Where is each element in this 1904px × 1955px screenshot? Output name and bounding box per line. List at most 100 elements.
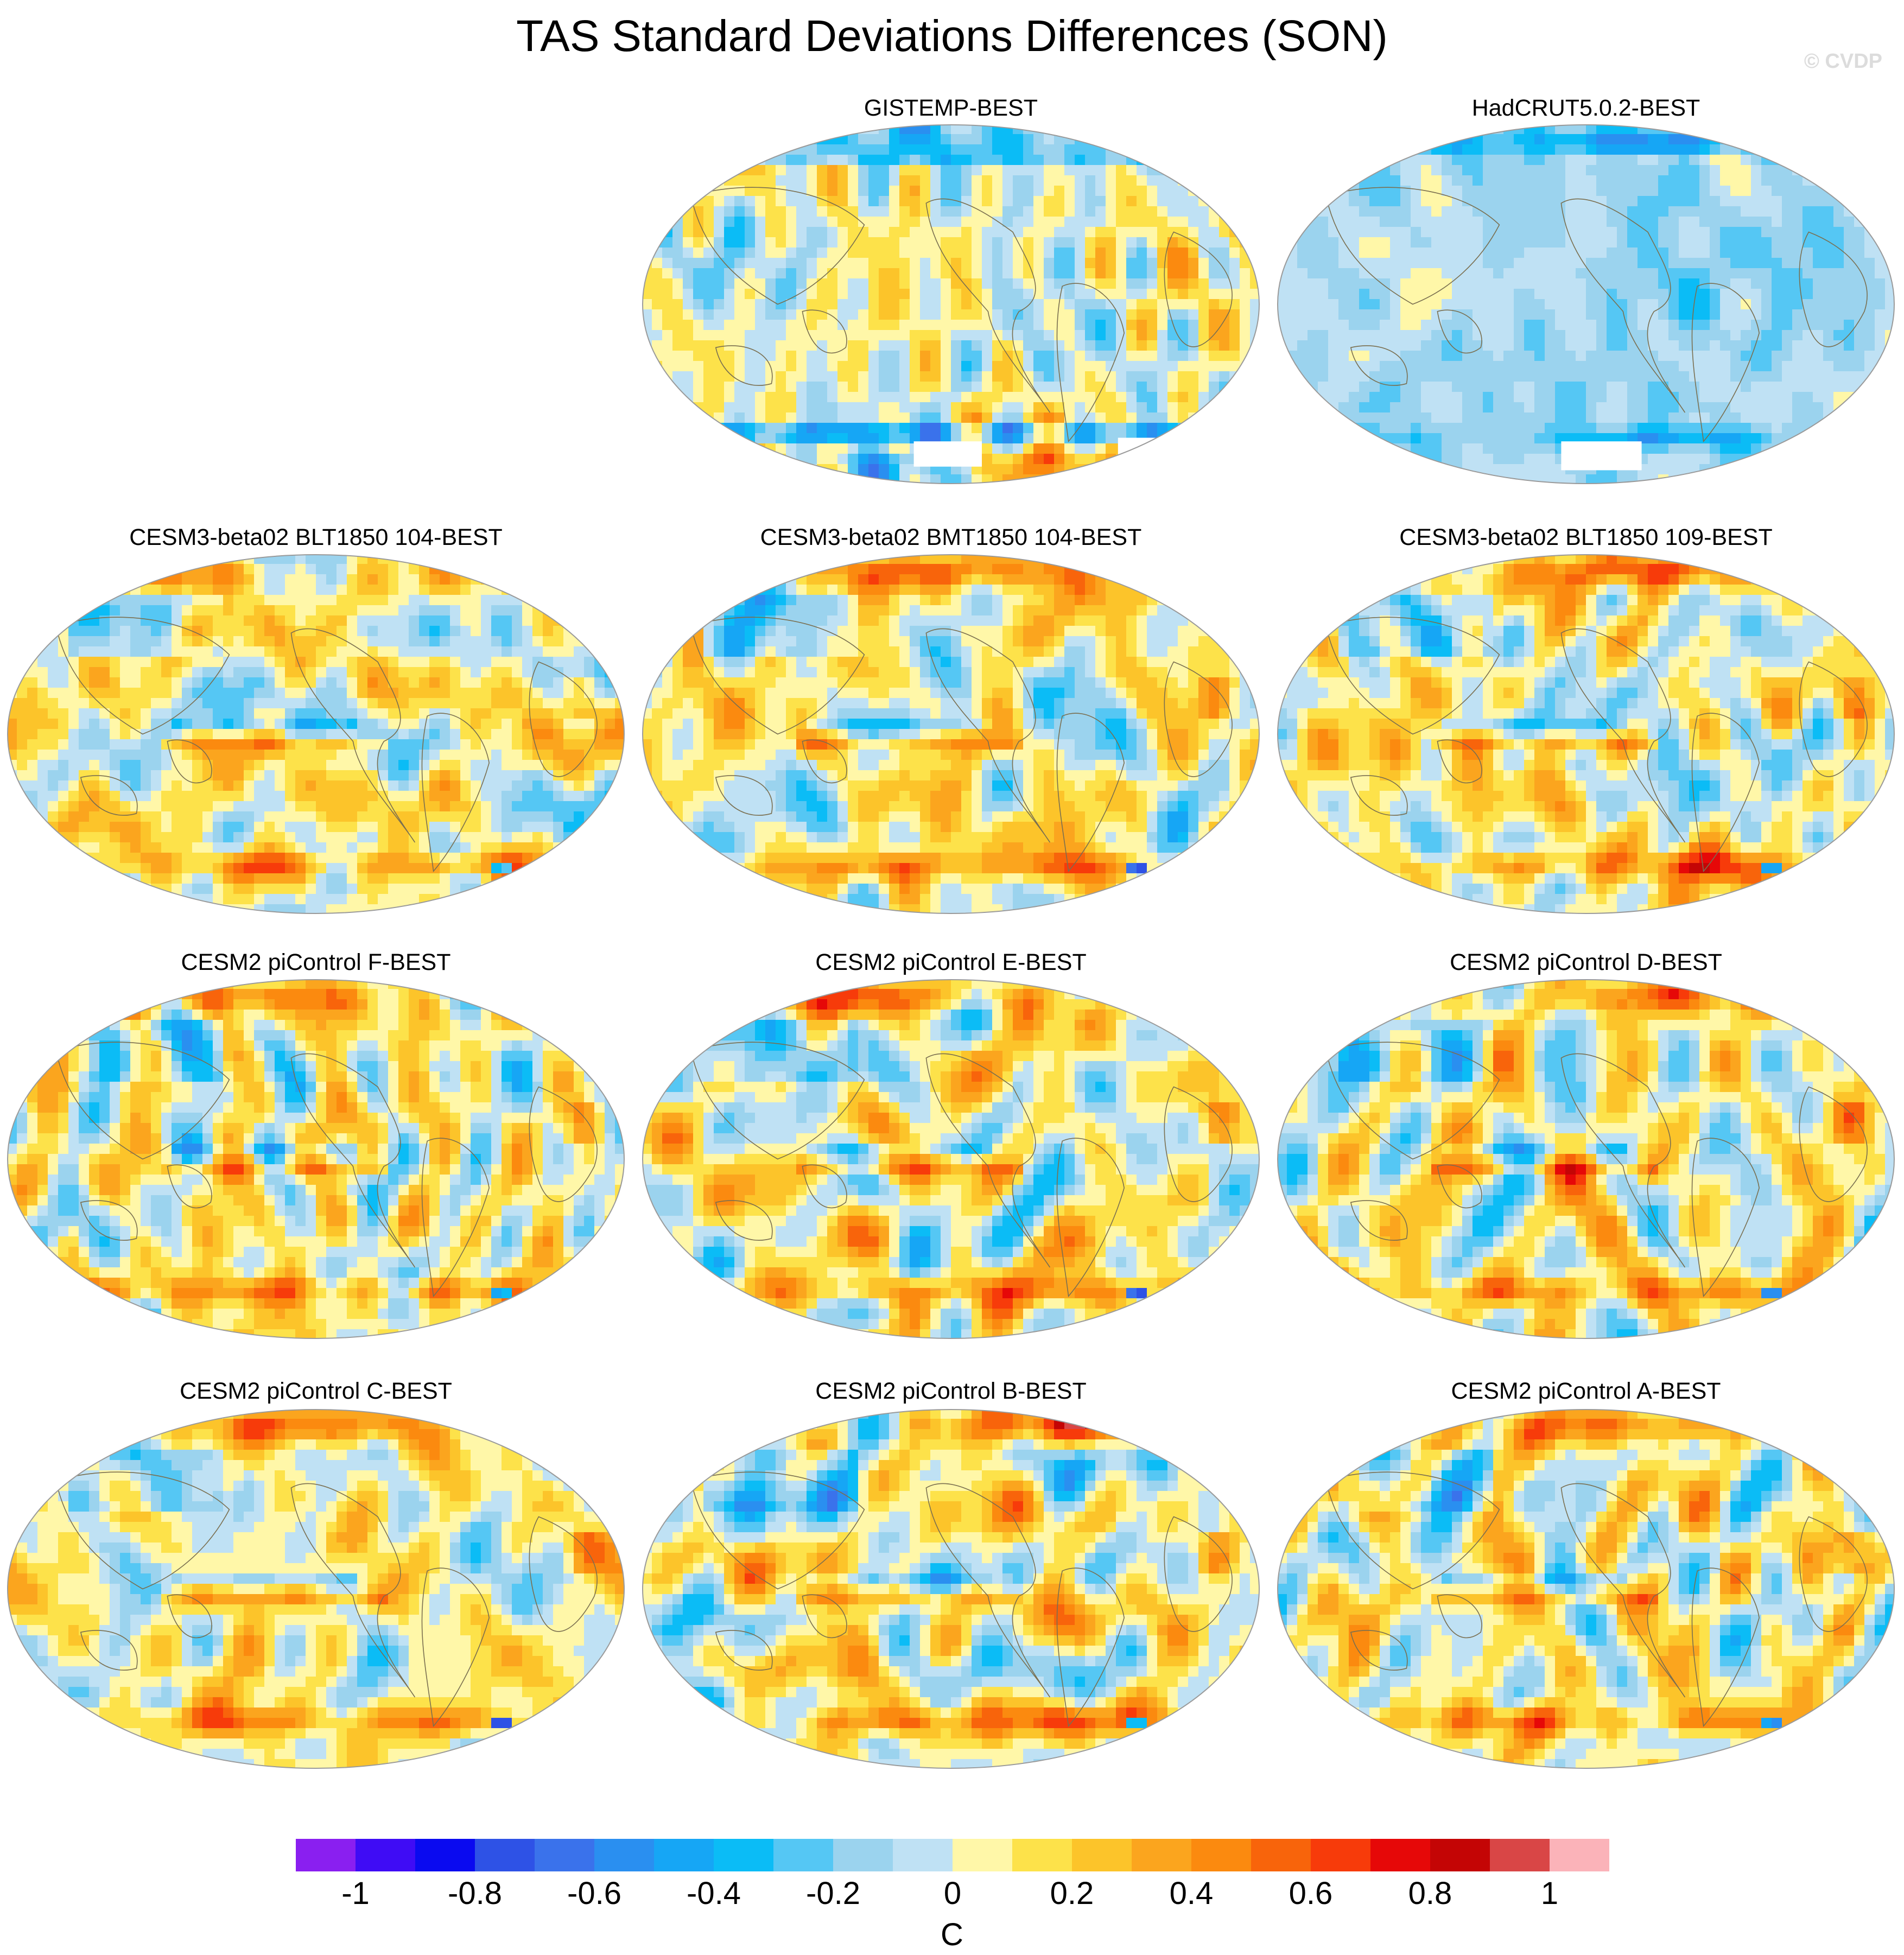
coastline <box>1325 187 1500 305</box>
coastline <box>1325 617 1500 735</box>
coastline <box>1164 661 1233 777</box>
coastline <box>1691 1138 1760 1298</box>
coastline <box>55 1471 230 1590</box>
colorbar-swatch <box>1311 1839 1370 1871</box>
map-panel-9 <box>642 1409 1260 1769</box>
missing-data-region <box>1118 437 1180 456</box>
coastline <box>1056 1138 1125 1298</box>
panel-title: CESM2 piControl D-BEST <box>1277 949 1895 976</box>
map-outline <box>642 554 1260 914</box>
colorbar-tick-label: -0.2 <box>779 1875 887 1913</box>
coastline <box>290 628 416 843</box>
map-field <box>643 125 1259 484</box>
coastline <box>1560 628 1686 843</box>
map-panel-3 <box>642 554 1260 914</box>
colorbar-tick-label: 0.8 <box>1376 1875 1484 1913</box>
colorbar-swatch <box>535 1839 594 1871</box>
coastline <box>925 1053 1051 1268</box>
panel-title: CESM3-beta02 BLT1850 104-BEST <box>7 524 625 551</box>
map-panel-6 <box>642 979 1260 1339</box>
map-panel-2 <box>7 554 625 914</box>
coastline <box>690 1042 865 1160</box>
colorbar-tick-label: -0.4 <box>659 1875 768 1913</box>
coastline <box>802 739 847 784</box>
colorbar-swatch <box>833 1839 893 1871</box>
coastline <box>715 1200 773 1241</box>
missing-data-region <box>1561 441 1642 471</box>
map-outline <box>1277 979 1895 1339</box>
colorbar-tick-label: 1 <box>1495 1875 1604 1913</box>
coastline <box>1325 1471 1500 1590</box>
coastline <box>802 1164 847 1209</box>
cvdp-watermark: © CVDP <box>1804 50 1882 73</box>
map-panel-0 <box>642 124 1260 484</box>
coastline <box>1799 231 1868 347</box>
coastline <box>529 1516 598 1632</box>
coastline <box>55 1042 230 1160</box>
coastline <box>55 617 230 735</box>
colorbar-tick-label: -0.8 <box>421 1875 529 1913</box>
coastline <box>1560 1483 1686 1698</box>
coastline <box>925 1483 1051 1698</box>
map-field <box>643 980 1259 1338</box>
map-panel-8 <box>7 1409 625 1769</box>
coastline <box>529 1086 598 1202</box>
coastline <box>1437 309 1482 354</box>
coastline <box>1437 739 1482 784</box>
coastline <box>690 187 865 305</box>
colorbar-swatch <box>356 1839 415 1871</box>
panel-title: HadCRUT5.0.2-BEST <box>1277 94 1895 122</box>
colorbar-swatch <box>415 1839 475 1871</box>
coastline <box>1691 283 1760 443</box>
colorbar-swatch <box>1072 1839 1132 1871</box>
map-panel-5 <box>7 979 625 1339</box>
colorbar-swatch <box>1370 1839 1430 1871</box>
panel-title: CESM2 piControl B-BEST <box>642 1378 1260 1405</box>
colorbar-swatch <box>893 1839 953 1871</box>
colorbar-tick-label: 0.2 <box>1018 1875 1126 1913</box>
map-outline <box>7 554 625 914</box>
colorbar-swatch <box>1251 1839 1311 1871</box>
coastline <box>1350 345 1408 386</box>
coastline <box>1691 713 1760 873</box>
colorbar <box>296 1839 1609 1871</box>
coastline <box>1164 231 1233 347</box>
coastline <box>925 628 1051 843</box>
panel-title: CESM2 piControl E-BEST <box>642 949 1260 976</box>
figure-title: TAS Standard Deviations Differences (SON… <box>0 12 1904 61</box>
coastline <box>1799 1086 1868 1202</box>
map-outline <box>7 979 625 1339</box>
coastline <box>80 1200 138 1241</box>
coastline <box>1437 1594 1482 1639</box>
colorbar-tick-label: -1 <box>301 1875 410 1913</box>
colorbar-swatch <box>1490 1839 1550 1871</box>
colorbar-swatch <box>475 1839 535 1871</box>
colorbar-swatch <box>953 1839 1012 1871</box>
coastline <box>290 1053 416 1268</box>
colorbar-swatch <box>1550 1839 1609 1871</box>
coastline <box>1799 661 1868 777</box>
colorbar-swatch <box>1191 1839 1251 1871</box>
colorbar-swatch <box>296 1839 356 1871</box>
colorbar-tick-label: 0.4 <box>1137 1875 1246 1913</box>
missing-data-region <box>913 441 982 467</box>
map-outline <box>1277 1409 1895 1769</box>
colorbar-swatch <box>654 1839 714 1871</box>
map-outline <box>1277 124 1895 484</box>
coastline <box>925 198 1051 413</box>
coastline <box>167 1594 212 1639</box>
coastline <box>715 775 773 816</box>
colorbar-swatch <box>1132 1839 1191 1871</box>
panel-title: CESM2 piControl A-BEST <box>1277 1378 1895 1405</box>
coastline <box>1437 1164 1482 1209</box>
map-field <box>643 1410 1259 1768</box>
coastline <box>1056 283 1125 443</box>
map-outline <box>1277 554 1895 914</box>
coastline <box>80 1630 138 1671</box>
coastline <box>1350 775 1408 816</box>
map-panel-4 <box>1277 554 1895 914</box>
colorbar-unit-label: C <box>0 1916 1904 1954</box>
coastline <box>1350 1200 1408 1241</box>
coastline <box>1056 1567 1125 1728</box>
coastline <box>715 1630 773 1671</box>
